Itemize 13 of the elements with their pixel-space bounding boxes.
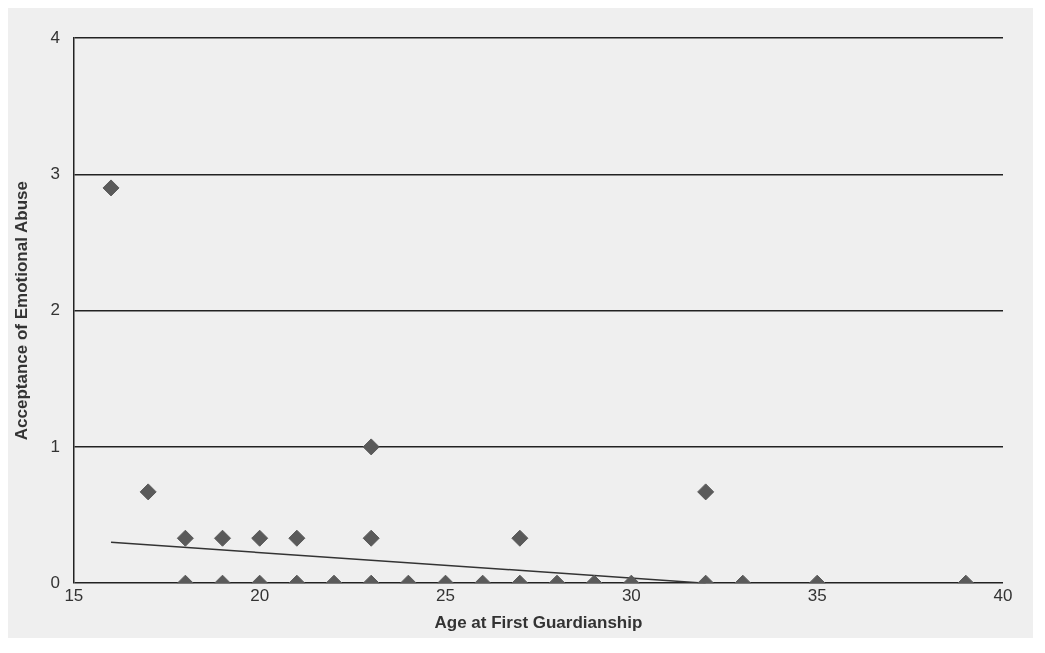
y-tick-label: 1 (50, 436, 60, 456)
x-tick-label: 35 (807, 586, 827, 606)
x-tick-label: 25 (436, 586, 455, 606)
y-tick-label: 0 (50, 572, 60, 592)
y-tick-label: 2 (50, 300, 60, 320)
x-tick-label: 40 (993, 586, 1013, 606)
x-tick-label: 30 (621, 586, 641, 606)
x-tick-label: 15 (64, 586, 84, 606)
y-tick-label: 4 (50, 27, 60, 47)
x-tick-label: 20 (250, 586, 270, 606)
y-axis-title: Acceptance of Emotional Abuse (11, 181, 31, 441)
x-axis-title: Age at First Guardianship (434, 613, 643, 633)
y-tick-label: 3 (50, 163, 60, 183)
